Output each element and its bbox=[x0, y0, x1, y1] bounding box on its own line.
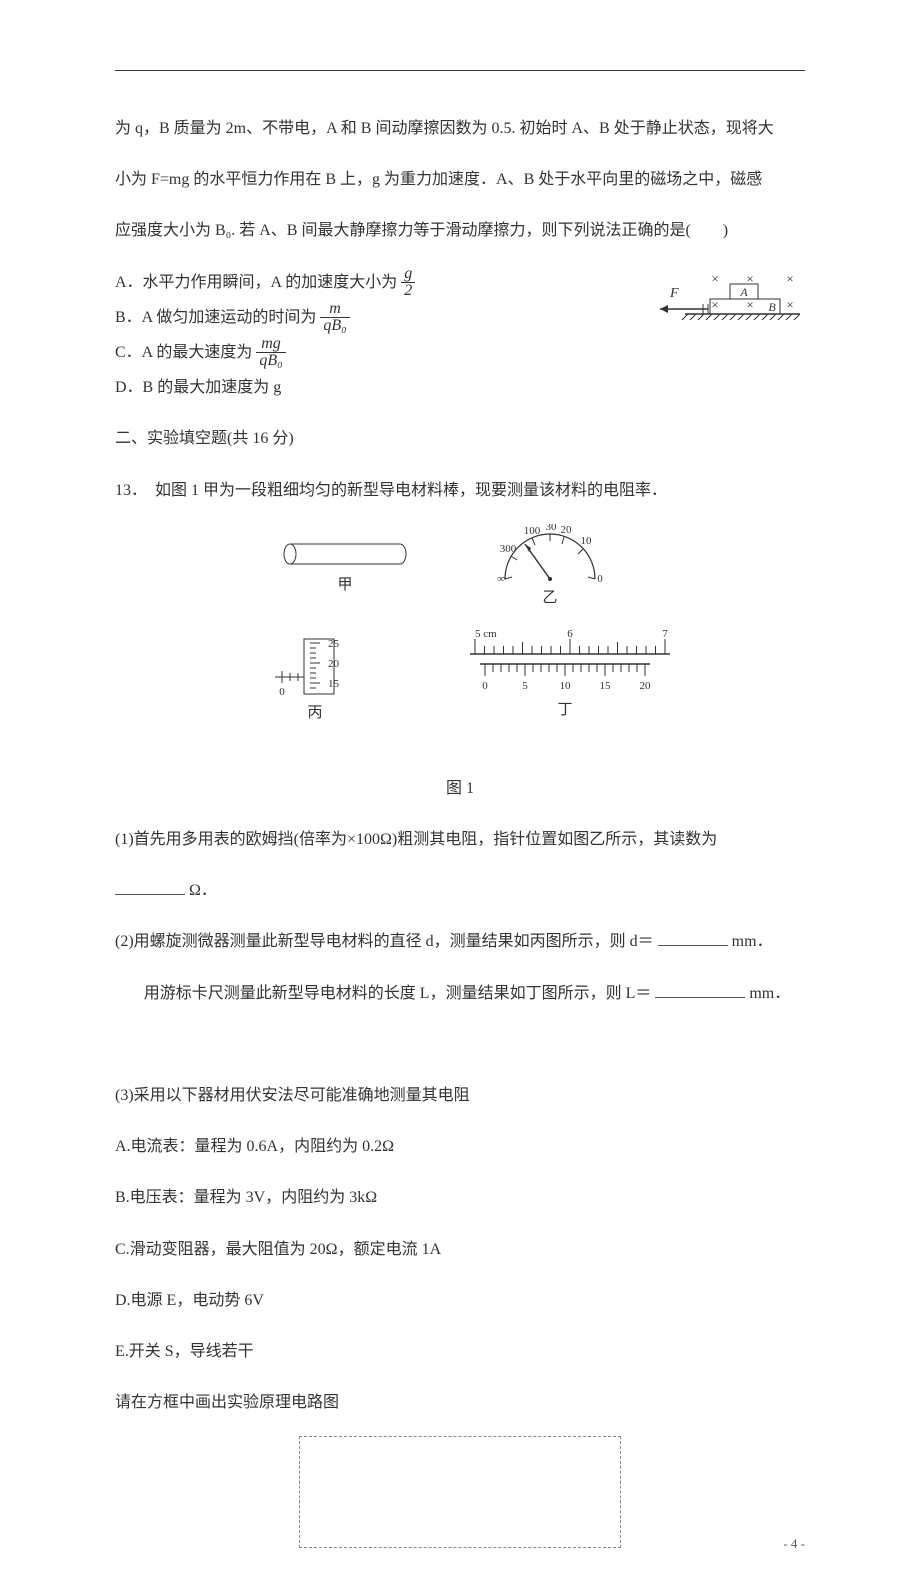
svg-text:15: 15 bbox=[328, 678, 340, 690]
option-a-text: A．水平力作用瞬间，A 的加速度大小为 bbox=[115, 265, 397, 300]
p3-e: E.开关 S，导线若干 bbox=[115, 1334, 805, 1369]
figure-1: 甲 ∞ 300 100 30 bbox=[115, 524, 805, 806]
option-d: D．B 的最大加速度为 g bbox=[115, 370, 805, 405]
p3-head: (3)采用以下器材用伏安法尽可能准确地测量其电阻 bbox=[115, 1078, 805, 1113]
svg-text:15: 15 bbox=[600, 680, 612, 692]
svg-text:A: A bbox=[739, 285, 748, 299]
option-d-text: D．B 的最大加速度为 g bbox=[115, 370, 281, 405]
p1-unit: Ω． bbox=[189, 882, 217, 899]
force-label: F bbox=[669, 286, 679, 301]
svg-text:30: 30 bbox=[546, 524, 558, 533]
svg-text:100: 100 bbox=[524, 525, 541, 537]
svg-text:25: 25 bbox=[328, 638, 340, 650]
fig-vernier: 5 cm 6 7 bbox=[470, 628, 670, 718]
figure-1-caption: 图 1 bbox=[115, 771, 805, 806]
svg-text:0: 0 bbox=[482, 680, 488, 692]
svg-text:丙: 丙 bbox=[307, 705, 322, 721]
p2-unit2: mm． bbox=[749, 985, 790, 1002]
svg-text:6: 6 bbox=[567, 628, 573, 640]
p2-line2: 用游标卡尺测量此新型导电材料的长度 L，测量结果如丁图所示，则 L＝ mm． bbox=[115, 976, 805, 1011]
svg-text:20: 20 bbox=[640, 680, 652, 692]
svg-text:乙: 乙 bbox=[542, 590, 557, 606]
svg-text:0: 0 bbox=[597, 573, 603, 585]
q13-text: 13． 如图 1 甲为一段粗细均匀的新型导电材料棒，现要测量该材料的电阻率． bbox=[115, 473, 805, 508]
svg-text:5 cm: 5 cm bbox=[475, 628, 497, 640]
p1-line2: Ω． bbox=[115, 873, 805, 908]
p3-d: D.电源 E，电动势 6V bbox=[115, 1283, 805, 1318]
option-c: C．A 的最大速度为 mg qB₀ bbox=[115, 335, 614, 370]
section-2-heading: 二、实验填空题(共 16 分) bbox=[115, 421, 805, 456]
page-number: - 4 - bbox=[783, 1530, 805, 1559]
p2-text-b: 用游标卡尺测量此新型导电材料的长度 L，测量结果如丁图所示，则 L＝ bbox=[144, 985, 652, 1002]
svg-text:B: B bbox=[768, 300, 776, 314]
p3-c: C.滑动变阻器，最大阻值为 20Ω，额定电流 1A bbox=[115, 1232, 805, 1267]
p1-blank[interactable] bbox=[115, 877, 185, 896]
circuit-drawing-box[interactable] bbox=[299, 1436, 621, 1548]
option-b-frac: m qB₀ bbox=[320, 301, 349, 334]
header-rule bbox=[115, 70, 805, 71]
p1-text: (1)首先用多用表的欧姆挡(倍率为×100Ω)粗测其电阻，指针位置如图乙所示，其… bbox=[115, 831, 717, 848]
p3-tail: 请在方框中画出实验原理电路图 bbox=[115, 1385, 805, 1420]
intro-line-3: 应强度大小为 B₀. 若 A、B 间最大静摩擦力等于滑动摩擦力，则下列说法正确的… bbox=[115, 213, 805, 248]
option-b: B．A 做匀加速运动的时间为 m qB₀ bbox=[115, 300, 614, 335]
svg-text:10: 10 bbox=[560, 680, 572, 692]
svg-text:×: × bbox=[786, 297, 793, 312]
svg-text:0: 0 bbox=[279, 686, 285, 698]
fig-micrometer: 0 25 20 15 丙 bbox=[275, 638, 340, 721]
intro-line-1: 为 q，B 质量为 2m、不带电，A 和 B 间动摩擦因数为 0.5. 初始时 … bbox=[115, 111, 805, 146]
svg-text:丁: 丁 bbox=[557, 702, 572, 718]
p3-a: A.电流表：量程为 0.6A，内阻约为 0.2Ω bbox=[115, 1129, 805, 1164]
svg-text:甲: 甲 bbox=[337, 577, 352, 593]
p3-b: B.电压表：量程为 3V，内阻约为 3kΩ bbox=[115, 1180, 805, 1215]
p2-blank1[interactable] bbox=[658, 928, 728, 947]
fig-dial: ∞ 300 100 30 20 10 0 乙 bbox=[497, 524, 603, 606]
option-b-text: B．A 做匀加速运动的时间为 bbox=[115, 300, 316, 335]
svg-text:10: 10 bbox=[581, 535, 593, 547]
svg-text:7: 7 bbox=[662, 628, 668, 640]
svg-text:20: 20 bbox=[328, 658, 340, 670]
p2-line1: (2)用螺旋测微器测量此新型导电材料的直径 d，测量结果如丙图所示，则 d＝ m… bbox=[115, 924, 805, 959]
p2-text-a: (2)用螺旋测微器测量此新型导电材料的直径 d，测量结果如丙图所示，则 d＝ bbox=[115, 933, 654, 950]
option-c-text: C．A 的最大速度为 bbox=[115, 335, 252, 370]
svg-text:5: 5 bbox=[522, 680, 528, 692]
fig-rod: 甲 bbox=[284, 544, 406, 593]
svg-text:300: 300 bbox=[500, 543, 517, 555]
intro-line-2: 小为 F=mg 的水平恒力作用在 B 上，g 为重力加速度．A、B 处于水平向里… bbox=[115, 162, 805, 197]
p1-line: (1)首先用多用表的欧姆挡(倍率为×100Ω)粗测其电阻，指针位置如图乙所示，其… bbox=[115, 822, 805, 857]
mag-field-figure: ××× ××× F A B bbox=[630, 269, 805, 347]
svg-text:×: × bbox=[786, 271, 793, 286]
svg-text:∞: ∞ bbox=[497, 573, 505, 585]
option-a: A．水平力作用瞬间，A 的加速度大小为 g 2 bbox=[115, 265, 614, 300]
svg-text:×: × bbox=[711, 271, 718, 286]
svg-text:20: 20 bbox=[561, 524, 573, 536]
option-c-frac: mg qB₀ bbox=[256, 336, 285, 369]
p2-unit1: mm． bbox=[732, 933, 773, 950]
p2-blank2[interactable] bbox=[655, 979, 745, 998]
option-a-frac: g 2 bbox=[401, 266, 415, 299]
